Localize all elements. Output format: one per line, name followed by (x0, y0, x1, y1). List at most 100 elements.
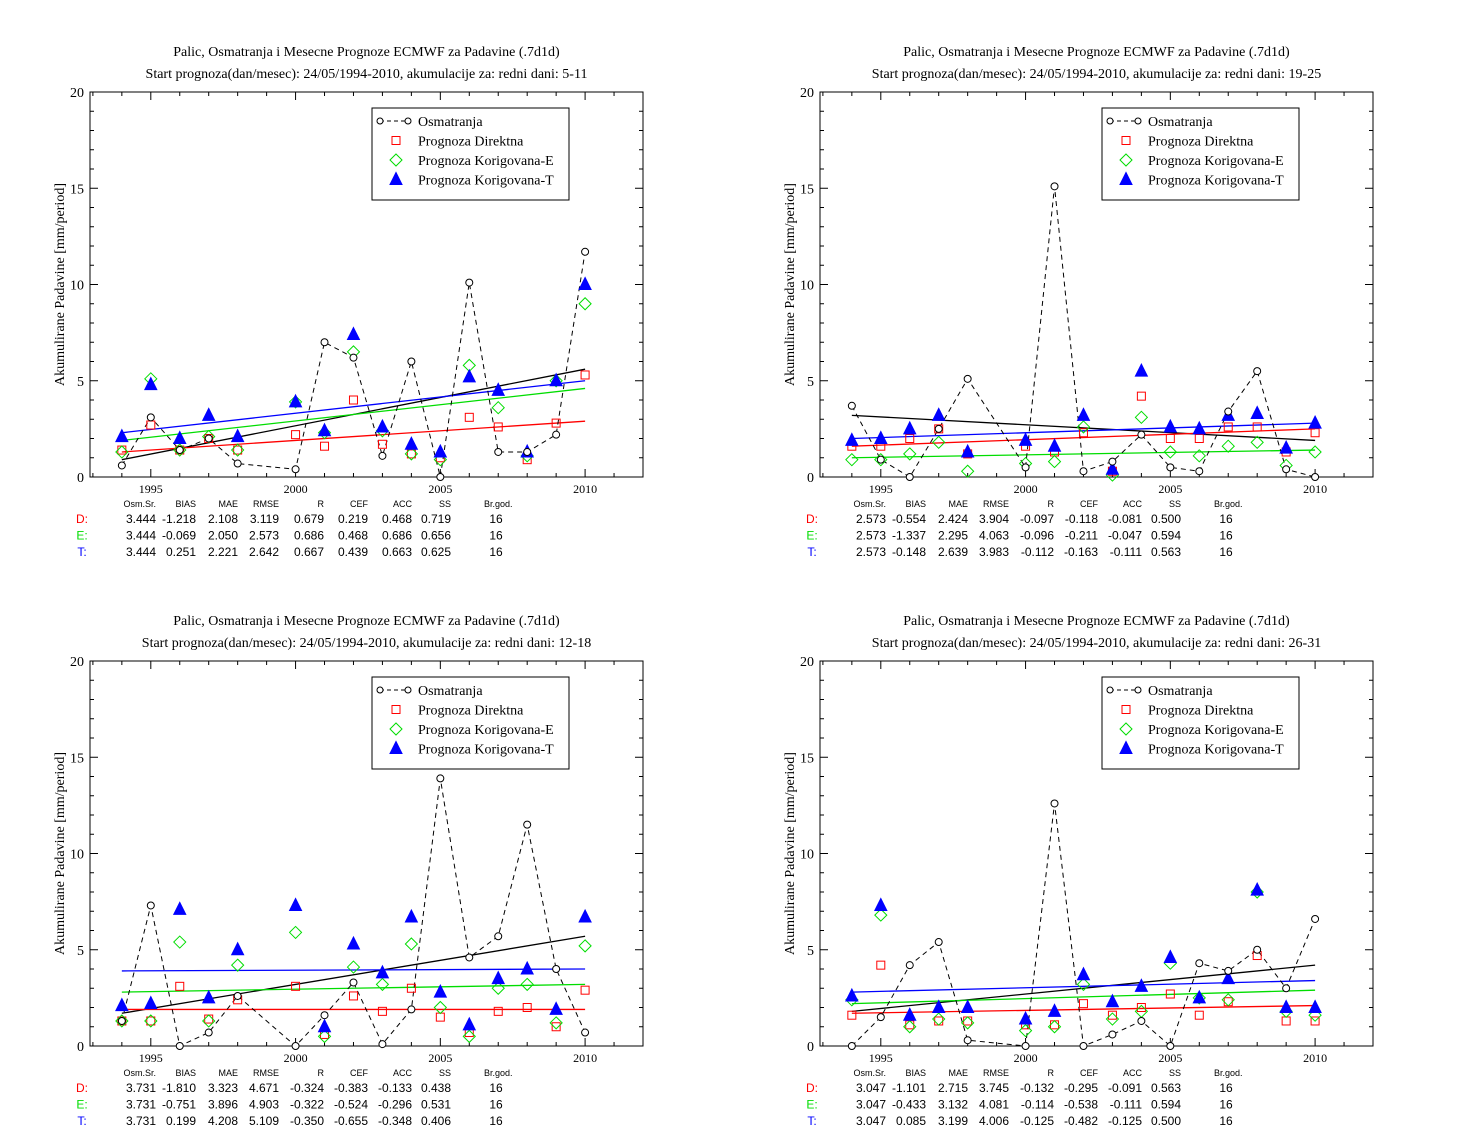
stats-cell: -0.111 (1110, 1098, 1143, 1112)
obs-point (1079, 467, 1088, 476)
corr-t-point (1308, 414, 1322, 429)
stats-cell: 0.468 (382, 512, 412, 526)
stats-cell: -0.433 (892, 1098, 926, 1112)
legend-label: Prognoza Korigovana-E (418, 154, 554, 169)
stats-cell: 16 (1219, 529, 1233, 543)
corr-e-point (288, 395, 303, 409)
corr-t-point (1076, 966, 1091, 981)
stats-row-label: E: (76, 1098, 87, 1112)
direct-point (348, 395, 358, 405)
obs-point (1224, 966, 1233, 975)
stats-cell: -1.810 (162, 1081, 196, 1095)
stats-cell: 2.108 (208, 512, 238, 526)
corr-t-point (1018, 1010, 1033, 1025)
corr-t-point (1105, 461, 1120, 475)
x-tick-label: 2010 (1303, 1051, 1327, 1065)
stats-cell: 0.625 (421, 545, 451, 559)
chart-panel: Palic, Osmatranja i Mesecne Prognoze ECM… (783, 45, 1374, 559)
y-tick-label: 20 (800, 86, 814, 101)
stats-cell: 4.081 (979, 1098, 1009, 1112)
corr-e-point (491, 400, 505, 415)
stats-cell: 16 (489, 1081, 503, 1095)
direct-point (1107, 1010, 1117, 1020)
stats-header: MAE (948, 1068, 968, 1078)
corr-t-point (404, 436, 419, 450)
stats-cell: 4.671 (249, 1081, 279, 1095)
stats-row-label: D: (806, 1081, 818, 1095)
stats-cell: -1.337 (892, 529, 926, 543)
corr-e-point (1047, 454, 1062, 469)
corr-e-point (346, 960, 361, 974)
corr-t-point (873, 897, 888, 911)
y-tick-label: 5 (807, 944, 814, 959)
stats-cell: 3.444 (126, 512, 156, 526)
stats-cell: 16 (1219, 545, 1233, 559)
x-tick-label: 2010 (1303, 482, 1327, 496)
obs-point (1311, 914, 1320, 923)
stats-cell: 3.731 (126, 1098, 156, 1112)
stats-header: R (318, 499, 325, 509)
corr-t-point (1279, 440, 1293, 454)
obs-point (407, 1005, 416, 1014)
obs-point (934, 938, 943, 947)
obs-point (204, 434, 213, 443)
legend-direct-marker (391, 136, 401, 145)
stats-row-label: T: (807, 1114, 816, 1128)
y-tick-label: 10 (800, 279, 814, 294)
y-tick-label: 15 (70, 751, 84, 766)
obs-point (291, 1042, 300, 1050)
corr-e-point (1076, 977, 1091, 992)
obs-point (233, 459, 242, 468)
obs-point (523, 820, 532, 829)
chart-legend: Osmatranja Prognoza Direktna Prognoza Kori… (371, 676, 570, 770)
y-tick-label: 15 (800, 751, 814, 766)
obs-point (175, 446, 184, 455)
trend-line-obs (121, 935, 586, 1014)
corr-t-point (578, 908, 592, 923)
direct-point (963, 1016, 973, 1026)
stats-cell: -0.524 (334, 1098, 368, 1112)
direct-point (146, 420, 156, 430)
corr-e-point (1192, 449, 1206, 463)
stats-cell: -0.081 (1108, 512, 1142, 526)
corr-t-point (1163, 949, 1178, 963)
obs-point (963, 1036, 972, 1045)
corr-e-point (1163, 445, 1178, 459)
stats-cell: -0.097 (1020, 512, 1054, 526)
stats-cell: -0.069 (162, 529, 196, 543)
trend-line-corr_t (851, 979, 1316, 993)
direct-point (1252, 422, 1262, 432)
obs-point (552, 965, 561, 973)
y-tick-label: 5 (807, 375, 814, 390)
stats-header: Br.god. (1214, 499, 1243, 509)
corr-e-point (903, 447, 917, 461)
stats-header: MAE (218, 1068, 238, 1078)
stats-cell: 0.719 (421, 512, 451, 526)
stats-header: RMSE (983, 1068, 1009, 1078)
stats-header: CEF (350, 1068, 369, 1078)
stats-cell: 16 (489, 529, 503, 543)
corr-e-point (1250, 435, 1264, 450)
corr-t-point (317, 1018, 332, 1033)
obs-point (1050, 799, 1059, 808)
stats-header: CEF (1080, 499, 1099, 509)
y-axis-label: Akumulirane Padavine [mm/period] (53, 752, 68, 955)
corr-t-point (1134, 363, 1149, 377)
legend-label: Osmatranja (418, 115, 483, 130)
legend-label: Prognoza Direktna (418, 704, 524, 719)
trend-line-corr_t (121, 380, 586, 434)
stats-header: BIAS (175, 1068, 196, 1078)
stats-row-label: D: (76, 1081, 88, 1095)
chart-subtitle: Start prognoza(dan/mesec): 24/05/1994-20… (142, 636, 591, 651)
corr-t-point (1192, 989, 1207, 1004)
direct-point (551, 418, 561, 428)
chart-subtitle: Start prognoza(dan/mesec): 24/05/1994-20… (872, 67, 1321, 82)
corr-e-point (1018, 1023, 1033, 1038)
obs-point (1108, 1030, 1117, 1039)
stats-header: CEF (1080, 1068, 1099, 1078)
stats-cell: 3.047 (856, 1098, 886, 1112)
direct-point (1165, 989, 1175, 999)
x-tick-label: 2005 (428, 482, 452, 496)
stats-row-label: T: (77, 545, 86, 559)
legend-label: Osmatranja (1148, 684, 1213, 699)
